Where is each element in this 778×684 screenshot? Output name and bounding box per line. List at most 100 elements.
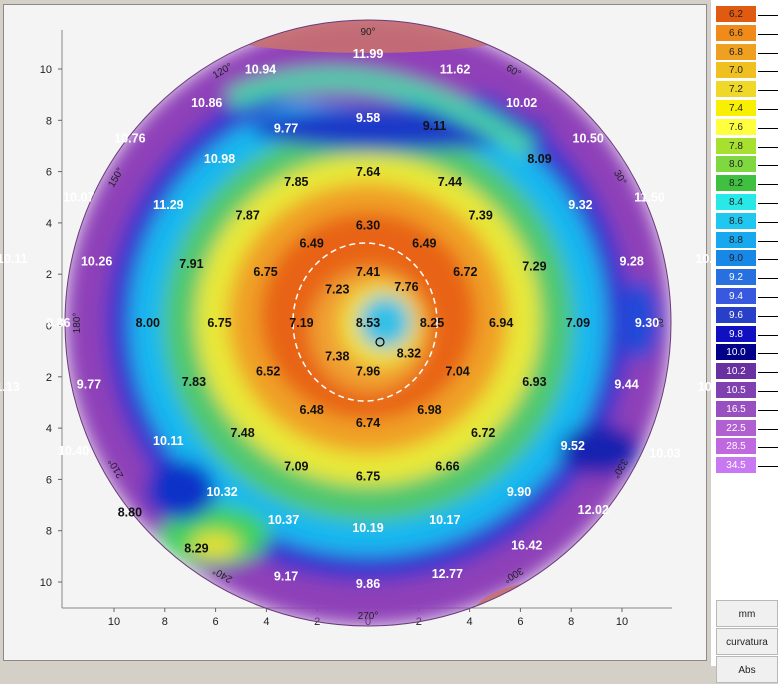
- scale-tick: [758, 221, 778, 223]
- y-tick-label: 8: [46, 526, 52, 538]
- curvature-value: 7.38: [325, 349, 349, 363]
- scale-tick: [758, 428, 778, 430]
- scale-tick: [758, 447, 778, 449]
- curvature-value: 12.77: [432, 567, 463, 581]
- curvature-value: 7.19: [289, 316, 313, 330]
- curvature-value: 7.04: [445, 365, 469, 379]
- curvature-value: 6.52: [256, 365, 280, 379]
- unit-box[interactable]: mm: [716, 600, 778, 627]
- curvature-values: 11.99 10.94 11.62 10.86 10.02 9.77 9.58 9.11 10.…: [0, 47, 711, 591]
- curvature-value: 10.14: [698, 380, 711, 394]
- curvature-value: 9.17: [274, 569, 298, 583]
- curvature-value: 7.23: [325, 283, 349, 297]
- curvature-value: 7.44: [438, 175, 462, 189]
- y-tick-label: 2: [46, 372, 52, 384]
- curvature-value: 10.19: [352, 521, 383, 535]
- angle-label: 0°: [653, 318, 664, 328]
- scale-tick: [758, 71, 778, 73]
- scale-tick: [758, 165, 778, 167]
- curvature-value: 9.77: [77, 377, 101, 391]
- scale-tick: [758, 466, 778, 468]
- corneal-curvature-map[interactable]: 10 8 6 4 2 0 2 4 6 8 10 10 8 6 4 2 0 2 4 6 8 10: [0, 0, 711, 666]
- scale-tick: [758, 203, 778, 204]
- pupil-center-marker: [375, 337, 385, 347]
- scale-swatch: 34.5: [716, 457, 756, 475]
- curvature-value: 6.49: [412, 237, 436, 251]
- curvature-value: 9.86: [46, 316, 70, 330]
- scale-swatch: 9.4: [716, 288, 756, 305]
- scale-tick: [758, 334, 778, 336]
- scale-swatch: 7.8: [716, 137, 756, 155]
- y-tick-label: 8: [46, 115, 52, 127]
- measurement-zone-circle: [292, 242, 438, 402]
- curvature-value: 9.86: [356, 577, 380, 591]
- angle-label: 270°: [358, 611, 379, 622]
- curvature-value: 7.91: [179, 257, 203, 271]
- y-tick-label: 6: [46, 474, 52, 486]
- color-map-disc: [65, 20, 671, 626]
- curvature-value: 8.09: [527, 152, 551, 166]
- curvature-value: 10.03: [649, 447, 680, 461]
- scale-swatch: 28.5: [716, 438, 756, 456]
- curvature-value: 11.29: [153, 198, 184, 212]
- y-tick-label: 2: [46, 269, 52, 281]
- curvature-value: 11.62: [440, 63, 471, 77]
- scale-tick: [758, 146, 778, 148]
- scale-tick: [758, 15, 778, 16]
- curvature-value: 10.67: [695, 252, 711, 266]
- curvature-value: 11.50: [634, 191, 665, 205]
- x-tick-label: 8: [162, 616, 168, 628]
- curvature-value: 7.48: [230, 426, 254, 440]
- scale-tick: [758, 409, 778, 411]
- curvature-value: 6.48: [300, 403, 324, 417]
- curvature-value: 7.64: [356, 165, 380, 179]
- curvature-value: 9.30: [635, 316, 659, 330]
- x-tick-label: 4: [263, 616, 269, 628]
- scale-swatch: 16.5: [716, 400, 756, 418]
- curvature-value: 11.13: [0, 380, 20, 394]
- scale-swatch: 8.2: [716, 175, 756, 193]
- curvature-value: 10.86: [191, 96, 222, 110]
- curvature-value: 6.72: [453, 265, 477, 279]
- y-axis-ticks: 10 8 6 4 2 0 2 4 6 8 10: [40, 64, 62, 589]
- curvature-value: 10.94: [245, 63, 276, 77]
- scale-tick: [758, 109, 778, 110]
- angle-label: 180°: [72, 313, 83, 334]
- scale-swatch: 22.5: [716, 419, 756, 437]
- curvature-value: 7.39: [468, 208, 492, 222]
- curvature-value: 6.75: [253, 265, 277, 279]
- curvature-value: 10.26: [81, 255, 112, 269]
- curvature-value: 10.40: [58, 444, 89, 458]
- curvature-value: 7.76: [394, 280, 418, 294]
- curvature-value: 9.28: [620, 255, 644, 269]
- y-tick-label: 0: [46, 321, 52, 333]
- curvature-value: 6.72: [471, 426, 495, 440]
- curvature-value: 6.49: [300, 237, 324, 251]
- curvature-value: 7.09: [284, 459, 308, 473]
- x-tick-label: 6: [517, 616, 523, 628]
- scale-tick: [758, 127, 778, 129]
- curvature-value: 8.00: [136, 316, 160, 330]
- curvature-value: 9.44: [614, 377, 638, 391]
- curvature-value: 9.52: [561, 439, 585, 453]
- scale-tick: [758, 372, 778, 374]
- mode-box[interactable]: curvatura: [716, 628, 778, 655]
- curvature-value: 10.50: [573, 132, 604, 146]
- curvature-value: 6.94: [489, 316, 513, 330]
- scale-swatch: 6.2: [716, 6, 756, 23]
- curvature-value: 10.76: [114, 132, 145, 146]
- scale-swatch: 10.2: [716, 363, 756, 381]
- reference-box[interactable]: Abs: [716, 656, 778, 683]
- scale-tick: [758, 240, 778, 242]
- scale-swatch: 9.0: [716, 250, 756, 268]
- curvature-value: 8.29: [184, 541, 208, 555]
- scale-swatch: 10.0: [716, 344, 756, 362]
- x-tick-label: 8: [568, 616, 574, 628]
- curvature-value: 10.32: [206, 485, 237, 499]
- scale-tick: [758, 278, 778, 280]
- angle-label: 90°: [360, 27, 375, 38]
- curvature-value: 6.93: [522, 375, 546, 389]
- curvature-value: 6.74: [356, 416, 380, 430]
- y-tick-label: 4: [46, 218, 52, 230]
